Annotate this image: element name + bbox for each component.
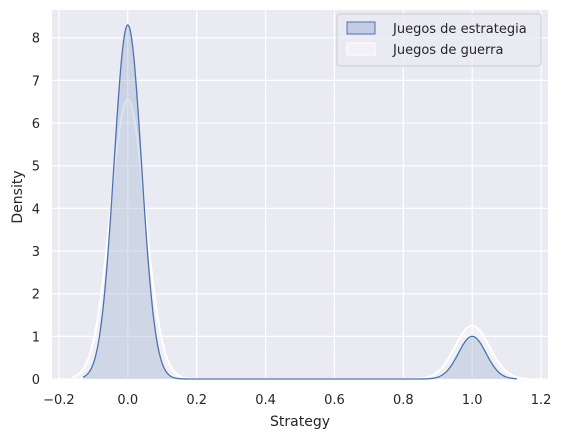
x-tick-label: 0.6 xyxy=(324,393,345,408)
legend-swatch-war xyxy=(346,42,376,56)
y-tick-label: 5 xyxy=(32,160,40,175)
series-layer xyxy=(72,24,528,380)
series-line-strategy xyxy=(82,24,518,380)
x-tick-label: −0.2 xyxy=(43,393,75,408)
y-axis-ticks: 0 1 2 3 4 5 6 7 8 xyxy=(32,32,40,388)
y-tick-label: 8 xyxy=(32,32,40,47)
x-axis-ticks: −0.2 0.0 0.2 0.4 0.6 0.8 1.0 1.2 xyxy=(43,393,551,408)
y-tick-label: 4 xyxy=(32,202,40,217)
y-tick-label: 1 xyxy=(32,330,40,345)
legend-box xyxy=(336,13,542,67)
y-tick-label: 6 xyxy=(32,117,40,132)
legend-label-war: Juegos de guerra xyxy=(392,43,503,58)
y-tick-label: 3 xyxy=(32,245,40,260)
x-axis-label: Strategy xyxy=(270,414,330,430)
y-axis-label: Density xyxy=(10,170,26,223)
y-tick-label: 2 xyxy=(32,288,40,303)
series-area-war xyxy=(72,99,528,379)
x-tick-label: 0.0 xyxy=(117,393,138,408)
legend-swatch-strategy xyxy=(346,21,376,35)
x-tick-label: 1.2 xyxy=(531,393,552,408)
x-tick-label: 0.4 xyxy=(255,393,276,408)
x-tick-label: 0.2 xyxy=(186,393,207,408)
grid xyxy=(52,10,548,380)
legend-label-strategy: Juegos de estrategia xyxy=(392,22,527,37)
y-tick-label: 0 xyxy=(32,373,40,388)
legend: Juegos de estrategia Juegos de guerra xyxy=(336,13,542,67)
series-area-strategy xyxy=(83,24,517,379)
x-tick-label: 1.0 xyxy=(462,393,483,408)
x-tick-label: 0.8 xyxy=(393,393,414,408)
y-tick-label: 7 xyxy=(32,74,40,89)
